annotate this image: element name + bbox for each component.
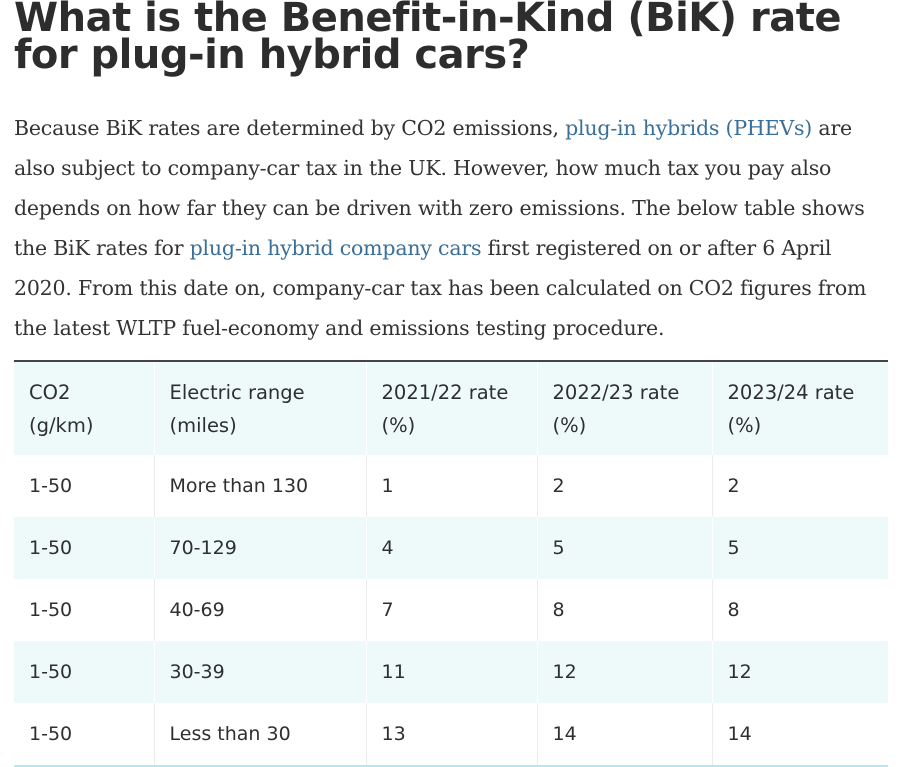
cell-rate-2023-24: 12 (712, 641, 889, 703)
table-row: 1-50 40-69 7 8 8 (14, 579, 888, 641)
intro-text-3: first registered on or after 6 April 202… (14, 236, 867, 340)
cell-rate-2022-23: 2 (537, 455, 713, 517)
header-rate-2021-22: 2021/22 rate (%) (366, 361, 538, 455)
cell-rate-2023-24: 2 (727, 475, 740, 497)
header-electric-range: Electric range (miles) (154, 361, 367, 455)
table-row: 1-50 Less than 30 13 14 14 (14, 703, 888, 765)
intro-text-2: are also subject to company-car tax in t… (14, 116, 865, 260)
intro-paragraph: Because BiK rates are determined by CO2 … (14, 108, 888, 348)
cell-rate-2023-24: 8 (727, 599, 740, 621)
cell-co2: 1-50 (14, 641, 155, 703)
cell-rate-2022-23: 5 (537, 517, 713, 579)
header-rate-2023-24: 2023/24 rate (%) (727, 381, 855, 437)
cell-rate-2021-22: 13 (366, 703, 538, 765)
cell-rate-2021-22: 7 (366, 579, 538, 641)
cell-rate-2021-22: 1 (366, 455, 538, 517)
page-title: What is the Benefit-in-Kind (BiK) rate f… (14, 0, 841, 78)
bik-rates-table: CO2 (g/km) Electric range (miles) 2021/2… (14, 360, 889, 765)
header-rate-2022-23: 2022/23 rate (%) (537, 361, 713, 455)
cell-co2: 1-50 (14, 517, 155, 579)
cell-electric-range: 70-129 (154, 517, 367, 579)
table-row: 1-50 30-39 11 12 12 (14, 641, 889, 703)
header-co2: CO2 (g/km) (14, 361, 155, 455)
cell-rate-2021-22: 4 (366, 517, 538, 579)
cell-electric-range: 30-39 (154, 641, 367, 703)
cell-rate-2022-23: 14 (537, 703, 713, 765)
table-row: 1-50 70-129 4 5 5 (14, 517, 889, 579)
cell-electric-range: Less than 30 (154, 703, 367, 765)
cell-rate-2023-24: 5 (712, 517, 889, 579)
cell-electric-range: More than 130 (154, 455, 367, 517)
cell-co2: 1-50 (14, 455, 155, 517)
intro-text-1: Because BiK rates are determined by CO2 … (14, 116, 566, 140)
cell-rate-2022-23: 8 (537, 579, 713, 641)
cell-rate-2021-22: 11 (366, 641, 538, 703)
table-header-row: CO2 (g/km) Electric range (miles) 2021/2… (14, 361, 888, 455)
cell-electric-range: 40-69 (154, 579, 367, 641)
article-content: What is the Benefit-in-Kind (BiK) rate f… (14, 0, 889, 767)
plug-in-hybrid-company-cars-link[interactable]: plug-in hybrid company cars (189, 236, 482, 260)
plug-in-hybrids-link[interactable]: plug-in hybrids (PHEVs) (565, 116, 813, 140)
cell-co2: 1-50 (14, 703, 155, 765)
cell-co2: 1-50 (14, 579, 155, 641)
cell-rate-2023-24: 14 (727, 723, 752, 745)
table-row: 1-50 More than 130 1 2 2 (14, 455, 888, 517)
cell-rate-2022-23: 12 (537, 641, 713, 703)
